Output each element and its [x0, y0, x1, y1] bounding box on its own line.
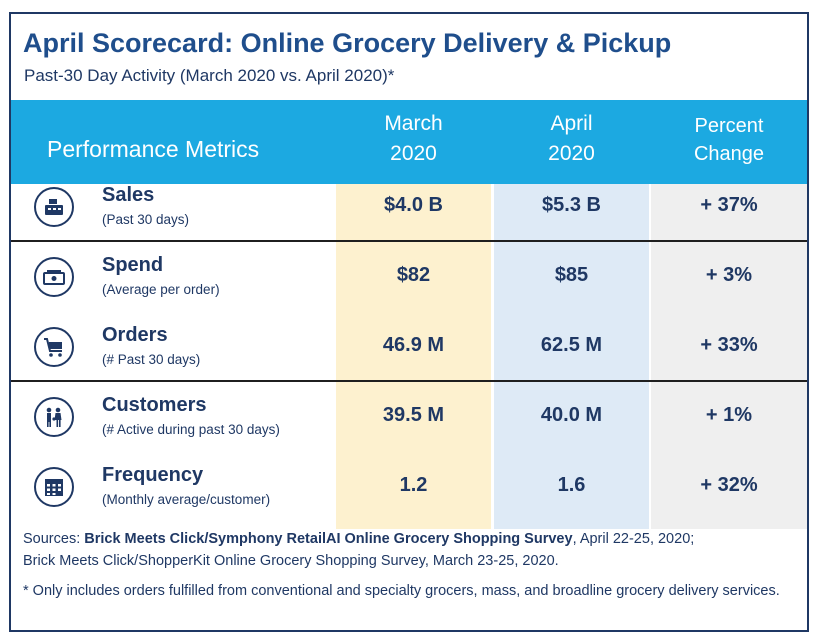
metric-subtitle: (# Past 30 days)	[102, 352, 201, 367]
header-percent-change: Percent Change	[651, 112, 807, 168]
row-divider	[11, 240, 807, 242]
table-row-sales: Sales (Past 30 days) $4.0 B $5.3 B + 37%	[11, 172, 807, 242]
sources-survey-name: Brick Meets Click/Symphony RetailAI Onli…	[84, 531, 573, 547]
header-change-line1: Percent	[694, 115, 764, 137]
table-row-orders: Orders (# Past 30 days) 46.9 M 62.5 M + …	[11, 312, 807, 382]
shopping-cart-icon	[34, 327, 74, 367]
percent-change-value: + 32%	[700, 474, 758, 496]
header-april-line1: April	[550, 112, 593, 135]
header-march-line1: March	[384, 112, 443, 135]
april-value: 62.5 M	[540, 334, 603, 356]
metric-subtitle: (# Active during past 30 days)	[102, 422, 280, 437]
metric-subtitle: (Monthly average/customer)	[102, 492, 271, 507]
chart-title: April Scorecard: Online Grocery Delivery…	[23, 28, 672, 58]
header-performance-metrics: Performance Metrics	[47, 136, 260, 162]
metric-name: Orders	[102, 324, 168, 346]
header-band	[11, 100, 807, 184]
header-april-line2: 2020	[548, 142, 595, 165]
metric-name: Sales	[102, 184, 155, 206]
sources-text: Sources: Brick Meets Click/Symphony Reta…	[23, 528, 803, 572]
metric-name: Frequency	[102, 464, 204, 486]
sources-line2: Brick Meets Click/ShopperKit Online Groc…	[23, 553, 559, 569]
table-row-spend: Spend (Average per order) $82 $85 + 3%	[11, 242, 807, 312]
header-march-line2: 2020	[390, 142, 437, 165]
march-value: $82	[396, 264, 431, 286]
chart-subtitle: Past-30 Day Activity (March 2020 vs. Apr…	[24, 66, 395, 85]
march-value: 46.9 M	[382, 334, 445, 356]
march-value: 39.5 M	[382, 404, 445, 426]
money-icon	[34, 257, 74, 297]
april-value: 1.6	[557, 474, 586, 496]
scorecard-frame: April Scorecard: Online Grocery Delivery…	[9, 12, 809, 632]
sources-prefix: Sources:	[23, 531, 85, 547]
percent-change-value: + 3%	[705, 264, 753, 286]
metric-name: Customers	[102, 394, 207, 416]
march-value: 1.2	[399, 474, 428, 496]
percent-change-value: + 1%	[705, 404, 753, 426]
percent-change-value: + 37%	[700, 194, 758, 216]
header-march-2020: March 2020	[336, 109, 491, 169]
percent-change-value: + 33%	[700, 334, 758, 356]
family-icon	[34, 397, 74, 437]
april-value: 40.0 M	[540, 404, 603, 426]
april-value: $85	[554, 264, 589, 286]
march-value: $4.0 B	[384, 194, 443, 216]
footnote: * Only includes orders fulfilled from co…	[23, 583, 780, 599]
table-row-customers: Customers (# Active during past 30 days)…	[11, 382, 807, 452]
metric-subtitle: (Average per order)	[102, 282, 220, 297]
calendar-icon	[34, 467, 74, 507]
header-change-line2: Change	[693, 143, 765, 165]
sources-date: , April 22-25, 2020;	[572, 531, 695, 547]
metric-subtitle: (Past 30 days)	[102, 212, 190, 227]
row-divider	[11, 380, 807, 382]
cash-register-icon	[34, 187, 74, 227]
metric-name: Spend	[102, 254, 164, 276]
table-row-frequency: Frequency (Monthly average/customer) 1.2…	[11, 452, 807, 522]
header-april-2020: April 2020	[494, 109, 649, 169]
april-value: $5.3 B	[542, 194, 601, 216]
